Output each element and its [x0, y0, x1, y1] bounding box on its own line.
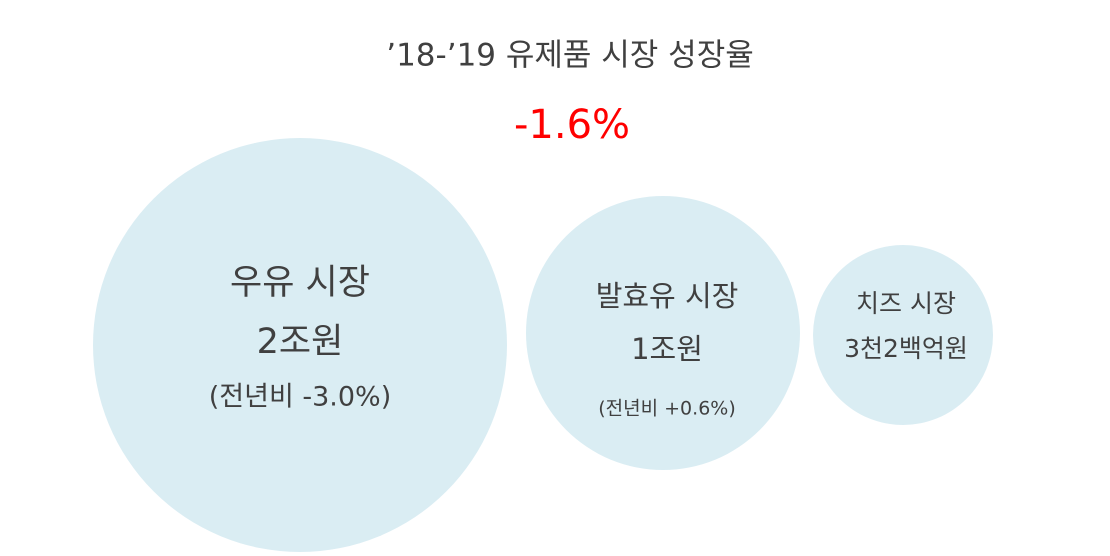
- bubble-amount: 2조원: [257, 322, 344, 362]
- bubble-change: (전년비 -3.0%): [209, 382, 392, 413]
- bubble-name: 치즈 시장: [856, 289, 956, 318]
- bubble-name: 우유 시장: [230, 263, 370, 303]
- bubble-name: 발효유 시장: [596, 279, 739, 313]
- cheese-bubble: [813, 245, 993, 425]
- bubble-change: (전년비 +0.6%): [598, 398, 736, 420]
- milk-bubble: [93, 138, 507, 552]
- yogurt-bubble: [526, 196, 800, 470]
- growth-rate: -1.6%: [514, 102, 630, 148]
- bubble-amount: 3천2백억원: [844, 334, 968, 363]
- bubble-amount: 1조원: [631, 332, 703, 366]
- title: ’18-’19 유제품 시장 성장율: [386, 38, 754, 74]
